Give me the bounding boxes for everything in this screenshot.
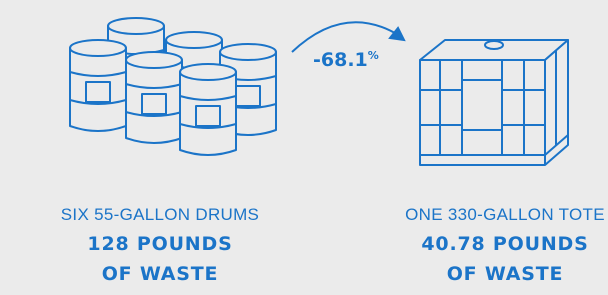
left-caption: SIX 55-GALLON DRUMS	[61, 205, 259, 224]
drums-icon	[70, 18, 276, 155]
left-amount: 128 POUNDS	[87, 233, 232, 255]
right-amount: 40.78 POUNDS	[421, 233, 588, 255]
left-unit: OF WASTE	[102, 263, 219, 285]
change-label: -68.1%	[313, 49, 379, 71]
drum	[180, 64, 236, 155]
page: -68.1% SIX 55-GALLON DRUMS 128 POUNDS OF…	[0, 0, 608, 295]
right-unit: OF WASTE	[447, 263, 564, 285]
right-caption: ONE 330-GALLON TOTE	[405, 205, 605, 224]
drum	[126, 52, 182, 143]
drum	[70, 40, 126, 131]
tote-icon	[420, 40, 568, 165]
arrow: -68.1%	[292, 22, 404, 71]
infographic: -68.1% SIX 55-GALLON DRUMS 128 POUNDS OF…	[0, 0, 608, 295]
